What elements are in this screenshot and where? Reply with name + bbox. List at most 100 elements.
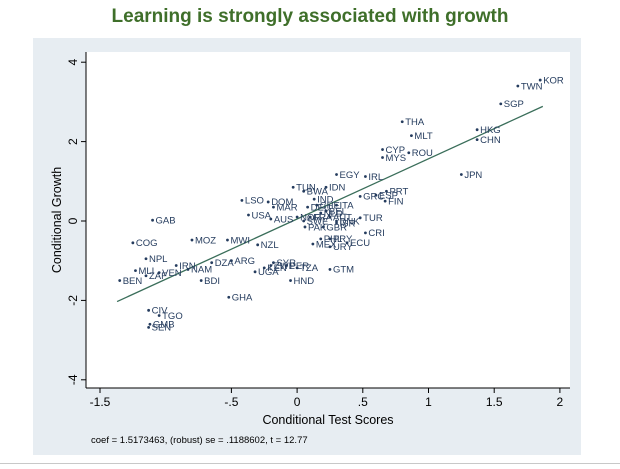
point-marker — [302, 219, 306, 223]
point-label: BWA — [307, 187, 329, 198]
point-label: MWI — [230, 235, 250, 246]
point-label: HND — [294, 276, 315, 287]
point-marker — [400, 120, 404, 124]
data-point-tun: TUN — [291, 183, 316, 194]
data-point-phl: PHL — [319, 234, 342, 245]
data-point-esp: ESP — [374, 190, 398, 201]
point-label: TUR — [363, 213, 383, 224]
point-marker — [385, 189, 388, 193]
point-label: SWE — [307, 216, 329, 227]
point-marker — [269, 264, 273, 267]
point-marker — [272, 205, 275, 209]
x-tick-label: -.5 — [224, 395, 238, 409]
point-marker — [311, 242, 315, 246]
point-label: BEN — [123, 276, 143, 287]
y-tick-label: -4 — [66, 374, 80, 385]
point-label: FIN — [388, 196, 403, 207]
point-label: NAM — [191, 265, 212, 276]
point-marker — [358, 216, 362, 220]
point-label: EGY — [340, 170, 361, 181]
point-label: GHA — [232, 293, 253, 304]
point-label: DNK — [340, 216, 361, 227]
point-label: JPN — [464, 170, 482, 181]
point-marker — [266, 200, 270, 204]
point-label: SEN — [152, 323, 172, 334]
data-point-ben: BEN — [118, 276, 142, 287]
data-point-zwe: ZWE — [269, 261, 295, 272]
point-label: MOZ — [195, 235, 216, 246]
data-point-isr: ISR — [335, 218, 355, 229]
point-label: MLT — [414, 131, 432, 142]
point-label: GAB — [156, 216, 176, 227]
point-marker — [295, 215, 299, 219]
bottom-divider — [0, 463, 620, 464]
data-point-dom: DOM — [266, 197, 293, 208]
point-label: PRY — [333, 234, 353, 245]
y-tick-label: 2 — [66, 138, 80, 145]
data-point-mlt: MLT — [410, 131, 433, 142]
x-tick-label: -1.5 — [90, 395, 111, 409]
point-label: NZL — [261, 240, 279, 251]
point-label: USA — [251, 210, 271, 221]
data-point-prt: PRT — [385, 187, 408, 198]
data-point-bwa: BWA — [302, 187, 329, 198]
point-marker — [328, 215, 332, 219]
data-point-per: PER — [285, 261, 309, 272]
data-point-fin: FIN — [383, 196, 404, 207]
point-label: THA — [405, 117, 425, 128]
point-marker — [319, 237, 323, 241]
data-point-cog: COG — [131, 238, 157, 249]
point-label: KEN — [267, 263, 287, 274]
point-marker — [475, 128, 479, 132]
point-label: ECU — [350, 238, 370, 249]
data-point-mli: MLI — [134, 266, 154, 277]
point-marker — [151, 218, 154, 222]
point-label: TGO — [162, 311, 183, 322]
point-marker — [324, 209, 328, 213]
axes-layer: -1.5 -.5 0 .5 1 1.5 2 -4 -2 0 2 4 — [66, 52, 570, 409]
data-point-gab: GAB — [151, 216, 176, 227]
point-marker — [272, 261, 275, 265]
data-point-jpn: JPN — [459, 170, 482, 181]
data-point-tza: TZA — [295, 263, 319, 274]
point-marker — [230, 259, 233, 263]
data-point-ecu: ECU — [345, 238, 370, 249]
data-point-pak: PAK — [303, 222, 327, 233]
point-marker — [199, 279, 203, 282]
point-label: DZA — [215, 258, 235, 269]
x-axis-title: Conditional Test Scores — [262, 413, 393, 427]
point-label: MEX — [316, 239, 337, 250]
point-label: IND — [317, 194, 334, 205]
point-label: ITA — [340, 200, 355, 211]
point-label: HKG — [480, 125, 501, 136]
data-point-sgp: SGP — [499, 99, 524, 110]
point-marker — [291, 185, 295, 189]
point-label: UGA — [258, 267, 279, 278]
point-marker — [328, 237, 332, 241]
y-tick-label: 4 — [66, 59, 80, 66]
point-label: PRT — [389, 187, 408, 198]
data-point-aus: AUS — [269, 214, 293, 225]
point-label: MYS — [386, 153, 407, 164]
point-label: DOM — [271, 197, 293, 208]
data-point-gbr: GBR — [321, 222, 347, 233]
point-label: AUS — [274, 214, 294, 225]
point-marker — [358, 194, 362, 198]
point-marker — [328, 245, 332, 249]
point-label: NPL — [149, 254, 167, 265]
point-marker — [144, 257, 148, 261]
data-point-chn: CHN — [475, 135, 501, 146]
point-marker — [134, 269, 137, 273]
point-marker — [324, 185, 328, 189]
point-marker — [227, 295, 231, 299]
point-marker — [335, 203, 338, 207]
data-point-dza: DZA — [210, 258, 234, 269]
data-point-ven: VEN — [157, 268, 182, 279]
y-axis-title: Conditional Growth — [50, 167, 64, 273]
point-marker — [174, 264, 178, 267]
data-point-hnd: HND — [289, 276, 314, 287]
point-label: CHE — [320, 200, 340, 211]
data-point-ken: KEN — [262, 263, 287, 274]
point-marker — [144, 274, 148, 278]
